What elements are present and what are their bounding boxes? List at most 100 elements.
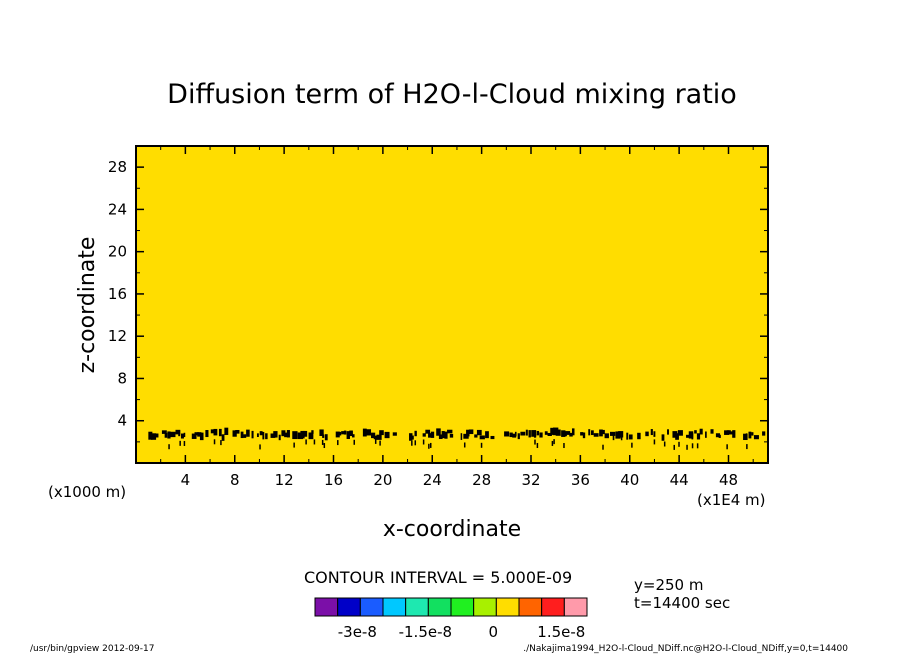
contour-mark xyxy=(663,441,666,447)
contour-mark xyxy=(696,433,701,440)
contour-mark xyxy=(414,440,417,446)
contour-mark xyxy=(161,430,167,434)
contour-mark xyxy=(528,430,531,438)
colorbar-swatch xyxy=(427,597,452,617)
contour-mark xyxy=(724,430,730,435)
contour-mark xyxy=(371,432,376,439)
contour-mark xyxy=(414,430,417,437)
contour-mark xyxy=(463,433,469,439)
contour-mark xyxy=(170,431,176,438)
contour-mark xyxy=(615,431,621,439)
contour-mark xyxy=(653,431,656,437)
x-tick-label: 20 xyxy=(373,471,392,489)
contour-mark xyxy=(265,433,268,440)
y-tick-label: 20 xyxy=(108,243,127,261)
contour-mark xyxy=(319,429,324,436)
contour-mark xyxy=(688,431,694,439)
contour-mark xyxy=(353,439,355,445)
contour-mark xyxy=(270,433,276,438)
contour-mark xyxy=(748,431,752,439)
x-tick-label: 28 xyxy=(472,471,491,489)
contour-noise-band xyxy=(148,427,766,450)
contour-mark xyxy=(673,444,675,450)
contour-mark xyxy=(251,430,254,439)
contour-mark xyxy=(232,430,237,437)
contour-mark xyxy=(376,434,382,440)
footer-left: /usr/bin/gpview 2012-09-17 xyxy=(30,644,154,654)
contour-mark xyxy=(322,434,325,438)
contour-mark xyxy=(422,439,425,445)
contour-mark xyxy=(441,431,445,439)
contour-mark xyxy=(582,432,586,439)
contour-mark xyxy=(745,433,748,437)
contour-mark xyxy=(593,433,599,437)
contour-mark xyxy=(667,429,669,435)
contour-mark xyxy=(411,435,414,440)
contour-mark xyxy=(365,429,372,436)
contour-mark xyxy=(213,439,216,445)
contour-mark xyxy=(286,430,290,438)
contour-mark xyxy=(349,430,353,437)
contour-mark xyxy=(620,434,623,441)
x-tick-label: 36 xyxy=(571,471,590,489)
contour-mark xyxy=(590,430,594,436)
contour-mark xyxy=(284,432,288,438)
contour-mark xyxy=(691,443,694,449)
contour-mark xyxy=(536,442,539,448)
contour-mark xyxy=(422,433,426,437)
colorbar-swatch xyxy=(563,597,588,617)
contour-mark xyxy=(197,432,202,437)
contour-mark xyxy=(392,432,397,436)
contour-mark xyxy=(514,431,517,437)
contour-mark xyxy=(555,429,561,436)
contour-mark xyxy=(183,432,186,438)
plot-area xyxy=(136,146,768,463)
contour-mark xyxy=(601,429,605,435)
x-tick-label: 16 xyxy=(324,471,343,489)
colorbar-swatch xyxy=(337,597,361,617)
contour-mark xyxy=(678,441,680,447)
colorbar-swatch xyxy=(518,597,543,617)
contour-mark xyxy=(168,444,170,450)
contour-mark xyxy=(246,429,250,437)
contour-mark xyxy=(278,434,281,441)
contour-mark xyxy=(637,432,641,440)
contour-mark xyxy=(610,431,616,436)
contour-mark xyxy=(262,431,265,440)
contour-mark xyxy=(292,431,298,440)
colorbar-swatch xyxy=(359,597,384,617)
contour-mark xyxy=(428,443,430,449)
contour-mark xyxy=(650,429,653,436)
contour-mark xyxy=(373,435,378,440)
contour-mark xyxy=(547,432,552,436)
contour-mark xyxy=(509,432,513,438)
contour-mark xyxy=(612,432,615,441)
colorbar-tick-label: 0 xyxy=(489,623,499,641)
colorbar-tick-label: 1.5e-8 xyxy=(537,623,585,641)
contour-mark xyxy=(569,432,573,437)
contour-mark xyxy=(533,433,537,438)
contour-mark xyxy=(297,432,304,440)
contour-mark xyxy=(694,430,697,434)
contour-mark xyxy=(504,431,510,437)
contour-mark xyxy=(411,440,413,446)
contour-mark xyxy=(563,431,567,437)
contour-mark xyxy=(335,431,340,438)
colorbar-swatch xyxy=(541,597,565,617)
contour-mark xyxy=(303,430,308,437)
contour-mark xyxy=(686,434,691,438)
x-tick-label: 48 xyxy=(719,471,738,489)
contour-mark xyxy=(429,442,432,448)
contour-mark xyxy=(220,440,222,446)
contour-mark xyxy=(379,430,384,436)
contour-mark xyxy=(346,431,350,439)
contour-mark xyxy=(153,433,159,438)
contour-mark xyxy=(362,428,367,437)
x-tick-label: 8 xyxy=(230,471,240,489)
contour-mark xyxy=(602,444,604,450)
contour-mark xyxy=(352,434,355,438)
footer-right: ./Nakajima1994_H2O-l-Cloud_NDiff.nc@H2O-… xyxy=(523,644,848,654)
contour-mark xyxy=(726,444,728,450)
contour-mark xyxy=(604,433,609,439)
contour-mark xyxy=(191,433,197,439)
